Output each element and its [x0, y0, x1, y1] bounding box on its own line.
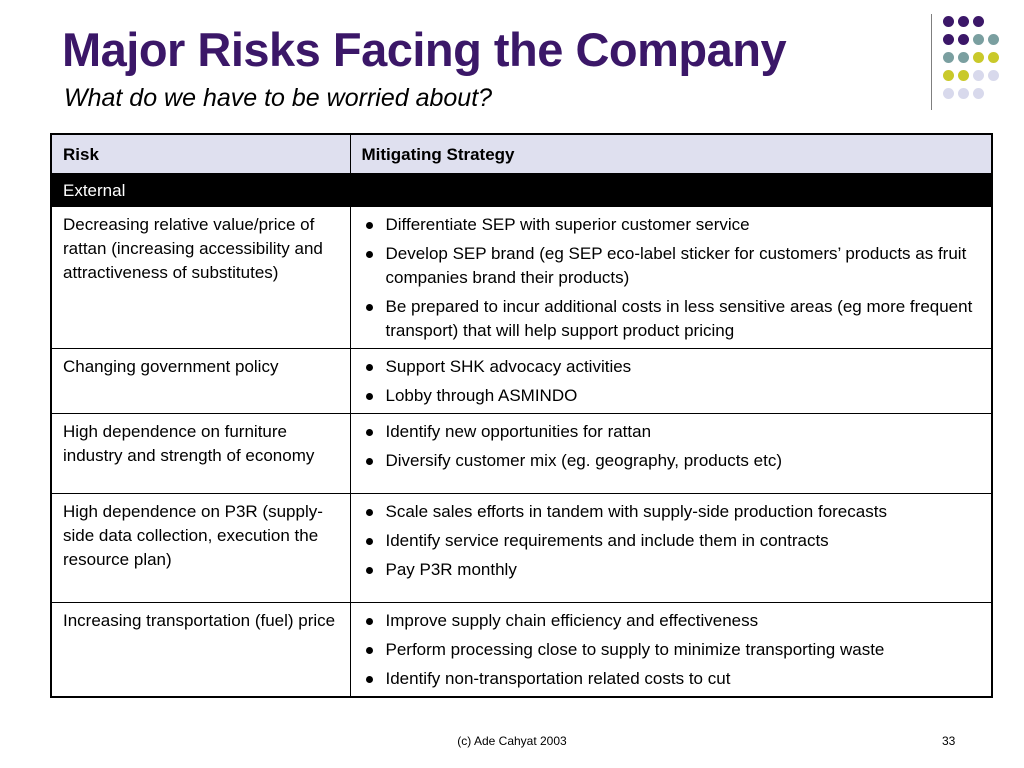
strategy-item: Scale sales efforts in tandem with suppl… [362, 500, 982, 524]
strategy-item: Improve supply chain efficiency and effe… [362, 609, 982, 633]
risk-cell: High dependence on furniture industry an… [50, 413, 351, 494]
decorative-divider [931, 14, 932, 110]
table-header-row: Risk Mitigating Strategy [50, 133, 993, 174]
strategy-item: Pay P3R monthly [362, 558, 982, 582]
decorative-dot [988, 52, 999, 63]
strategy-cell: Scale sales efforts in tandem with suppl… [349, 493, 993, 603]
header-risk: Risk [50, 133, 351, 174]
strategy-item: Develop SEP brand (eg SEP eco-label stic… [362, 242, 982, 290]
decorative-dot [958, 16, 969, 27]
decorative-dot-grid [943, 16, 1015, 116]
decorative-dot [943, 88, 954, 99]
strategy-item: Identify service requirements and includ… [362, 529, 982, 553]
strategy-cell: Improve supply chain efficiency and effe… [349, 602, 993, 698]
decorative-dot [943, 70, 954, 81]
table-row: Changing government policy Support SHK ad… [50, 348, 993, 414]
decorative-dot [973, 70, 984, 81]
decorative-dot [943, 16, 954, 27]
risk-cell: Changing government policy [50, 348, 351, 414]
table-row: Decreasing relative value/price of ratta… [50, 206, 993, 349]
risk-cell: Increasing transportation (fuel) price [50, 602, 351, 698]
risk-cell: Decreasing relative value/price of ratta… [50, 206, 351, 349]
risk-cell: High dependence on P3R (supply-side data… [50, 493, 351, 603]
strategy-item: Perform processing close to supply to mi… [362, 638, 982, 662]
strategy-list: Scale sales efforts in tandem with suppl… [362, 500, 982, 582]
decorative-dot [958, 34, 969, 45]
risk-table: Risk Mitigating Strategy External Decrea… [50, 133, 993, 698]
strategy-list: Support SHK advocacy activities Lobby thr… [362, 355, 982, 408]
decorative-dot [943, 52, 954, 63]
slide-subtitle: What do we have to be worried about? [64, 84, 493, 112]
decorative-dot [958, 52, 969, 63]
strategy-list: Identify new opportunities for rattan Div… [362, 420, 982, 473]
strategy-item: Lobby through ASMINDO [362, 384, 982, 408]
strategy-item: Identify new opportunities for rattan [362, 420, 982, 444]
page-number: 33 [942, 734, 956, 748]
strategy-item: Identify non-transportation related cost… [362, 667, 982, 691]
table-row: High dependence on P3R (supply-side data… [50, 493, 993, 603]
table-row: High dependence on furniture industry an… [50, 413, 993, 494]
slide-title: Major Risks Facing the Company [62, 23, 787, 76]
decorative-dot [958, 88, 969, 99]
strategy-list: Differentiate SEP with superior customer… [362, 213, 982, 343]
strategy-cell: Identify new opportunities for rattan Div… [349, 413, 993, 494]
strategy-item: Diversify customer mix (eg. geography, p… [362, 449, 982, 473]
strategy-cell: Support SHK advocacy activities Lobby thr… [349, 348, 993, 414]
decorative-dot [988, 34, 999, 45]
table-row: Increasing transportation (fuel) price Im… [50, 602, 993, 698]
footer-credit: (c) Ade Cahyat 2003 [457, 734, 567, 748]
strategy-cell: Differentiate SEP with superior customer… [349, 206, 993, 349]
header-mitigating-strategy: Mitigating Strategy [349, 133, 993, 174]
decorative-dot [973, 52, 984, 63]
section-row-external: External [50, 173, 993, 207]
strategy-item: Differentiate SEP with superior customer… [362, 213, 982, 237]
strategy-item: Be prepared to incur additional costs in… [362, 295, 982, 343]
decorative-dot [973, 16, 984, 27]
strategy-item: Support SHK advocacy activities [362, 355, 982, 379]
decorative-dot [973, 88, 984, 99]
decorative-dot [958, 70, 969, 81]
decorative-dot [988, 70, 999, 81]
strategy-list: Improve supply chain efficiency and effe… [362, 609, 982, 691]
decorative-dot [943, 34, 954, 45]
section-label: External [50, 173, 993, 207]
decorative-dot [973, 34, 984, 45]
